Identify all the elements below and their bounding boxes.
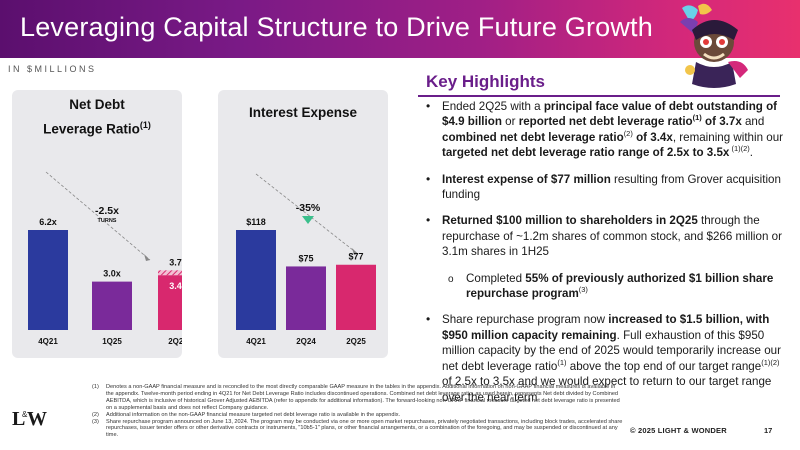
bar-4Q21 [28,230,68,330]
x-tick-label: 4Q21 [38,337,58,346]
trend-arrowhead [352,248,358,255]
bar-value-label: 6.2x [39,217,57,227]
leverage-chart-title-line2: Leverage Ratio(1) [43,120,151,137]
highlight-text: (1)(2) [761,357,780,367]
copyright: © 2025 LIGHT & WONDER [630,426,727,435]
change-label: -2.5x [95,205,119,217]
footnote-text: Additional information on the non-GAAP f… [106,411,401,418]
bar-2Q25 [158,275,182,330]
highlight-item: Ended 2Q25 with a principal face value o… [422,99,784,161]
x-tick-label: 2Q24 [296,337,316,346]
highlight-text: , remaining within our [672,130,784,144]
bar-4Q21 [236,230,276,330]
x-tick-label: 4Q21 [246,337,266,346]
bar-value-label: $77 [348,252,363,262]
svg-text:W: W [27,408,47,430]
highlight-text: Completed [466,271,526,285]
highlights-list: Ended 2Q25 with a principal face value o… [422,99,784,416]
change-label: -35% [296,202,321,214]
bar-stacked-extra [158,270,182,276]
bar-2Q24 [286,266,326,330]
footnote-number: (2) [92,411,99,418]
bar-value-label: 3.0x [103,269,121,279]
x-tick-label: 2Q25 [346,337,366,346]
highlight-text: through the repurchase of ~1.2m shares o… [442,214,782,259]
units-label: IN $MILLIONS [8,64,97,74]
interest-expense-panel: Interest Expense 4Q21 $118 2Q24 $75 2Q25 $77 -… [218,90,388,358]
highlight-text: (2) [623,128,633,138]
footnote: (2) Additional information on the non-GAA… [92,412,624,419]
highlight-text: Interest expense of $77 million [442,172,611,186]
highlight-text: and [741,115,765,129]
footnote: (3) Share repurchase program announced on… [92,419,624,440]
trend-line [255,173,359,255]
footnotes: (1) Denotes a non-GAAP financial measure … [92,384,624,439]
bar-value-label: $118 [246,217,266,227]
change-sublabel: TURNS [98,218,117,224]
svg-text:&: & [22,410,28,419]
highlight-text: principal face value of debt outstanding… [442,100,778,129]
lw-logo-icon: L & W [12,408,47,430]
key-highlights-title: Key Highlights [426,72,546,91]
leverage-chart-title-line1: Net Debt [69,97,125,112]
footnote-text: Share repurchase program announced on Ju… [106,418,623,439]
trend-arrowhead [144,254,150,261]
highlight-text: . Full exhaustion of this $950 million c… [442,328,781,373]
key-highlights-divider [418,95,780,97]
highlight-text: Ended 2Q25 with a [442,100,544,113]
bar-value-label: $75 [298,253,313,263]
highlight-text: Returned $100 million to shareholders in… [442,214,698,228]
highlight-text: 55% of previously authorized $1 billion … [466,271,774,301]
highlight-text: or [501,115,519,129]
footnote: (1) Denotes a non-GAAP financial measure … [92,384,624,412]
highlight-text: of 2.5x to 3.5x and we would expect to r… [442,375,772,404]
highlight-item: Interest expense of $77 million resultin… [422,172,784,203]
interest-expense-chart: 4Q21 $118 2Q24 $75 2Q25 $77 -35% [236,173,376,346]
highlight-text: Share repurchase program now [442,313,609,327]
interest-chart-title: Interest Expense [248,105,358,120]
highlight-text: combined net debt leverage ratio [442,130,624,144]
highlight-text: increased to $1.5 billion, with $950 mil… [442,313,770,342]
footnote-text: Denotes a non-GAAP financial measure and… [106,384,620,411]
mascot-illustration-icon [680,3,748,88]
footnote-number: (3) [92,418,99,425]
highlight-item: Completed 55% of previously authorized $… [422,271,784,302]
highlight-text: (1) [557,357,567,367]
highlight-text: resulting from Grover acquisition fundin… [442,172,781,202]
footnote-number: (1) [92,384,99,390]
highlight-text: (1) [692,113,702,123]
page-title: Leveraging Capital Structure to Drive Fu… [20,12,653,42]
leverage-ratio-panel: Net Debt Leverage Ratio(1) 4Q21 6.2x 1Q25 3… [12,90,182,358]
highlight-text: . [749,146,754,160]
highlight-item: Returned $100 million to shareholders in… [422,213,784,259]
page-number: 17 [764,426,773,435]
x-tick-label: 2Q25 [168,337,182,346]
trend-line [45,171,151,261]
highlight-text: (3) [578,285,588,295]
down-arrow-icon [302,216,314,224]
highlight-text: reported net debt leverage ratio [518,115,693,129]
bar-value-label: 3.7x [169,257,182,267]
bar-1Q25 [92,281,132,330]
header-band [0,0,800,58]
highlight-text: (1)(2) [729,144,750,154]
bar-value-label: 3.4x [169,281,182,291]
bar-2Q25 [336,264,376,330]
highlight-text: above the top end of our target range [566,359,762,373]
highlight-item: Share repurchase program now increased t… [422,312,784,404]
svg-text:L: L [12,408,25,430]
x-tick-label: 1Q25 [102,337,122,346]
highlight-text: targeted net debt leverage ratio range o… [442,146,730,160]
highlight-text: of 3.7x [701,115,742,129]
highlight-text: of 3.4x [632,130,673,144]
